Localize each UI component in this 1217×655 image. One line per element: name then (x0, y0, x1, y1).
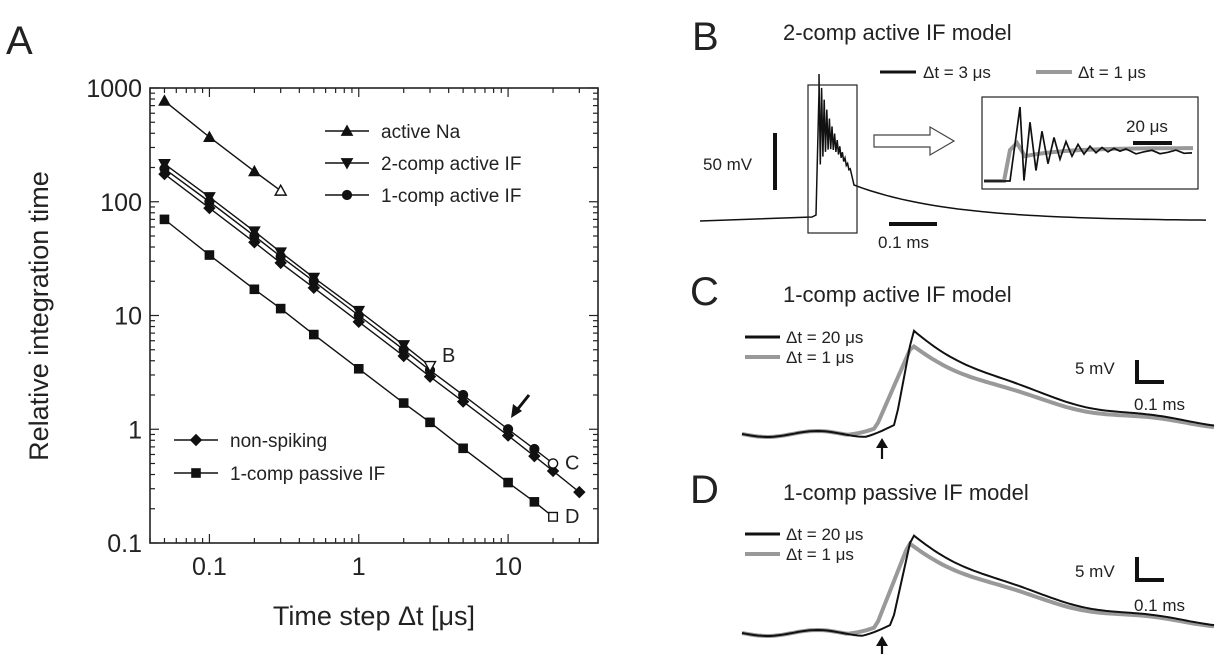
legend-marker (340, 124, 354, 136)
data-point (307, 281, 321, 295)
data-point (529, 497, 540, 507)
legend-label: 1-comp passive IF (230, 464, 385, 485)
y-tick-label: 10 (114, 303, 142, 331)
point-label-D: D (565, 506, 579, 528)
stimulus-arrow (876, 438, 888, 459)
legend-label-gray: Δt = 1 μs (786, 545, 854, 564)
panel-b-trace: 2-comp active IF model Δt = 3 μs Δt = 1 … (699, 20, 1207, 252)
voltage-scalebar-label: 5 mV (1075, 562, 1115, 581)
data-point (528, 449, 541, 463)
data-point (501, 429, 515, 442)
panel-letter-b: B (692, 15, 719, 59)
legend-label: non-spiking (230, 431, 327, 452)
point-label-B: B (442, 345, 455, 367)
scalebar-l (1135, 360, 1164, 384)
legend-label: active Na (381, 122, 461, 143)
zoom-box (807, 84, 858, 234)
panel-letter-c: C (690, 270, 719, 314)
legend-marker (341, 189, 353, 201)
data-point (275, 303, 286, 314)
voltage-trace-dark (741, 534, 1215, 637)
voltage-trace-b (699, 73, 1207, 222)
panel-c-title: 1-comp active IF model (783, 282, 1012, 307)
series-line-2 (164, 168, 554, 465)
open-data-point (547, 458, 559, 469)
data-point (249, 284, 260, 295)
x-axis-title: Time step Δt [μs] (273, 601, 475, 631)
open-data-point (423, 360, 437, 373)
series-line-3 (164, 173, 580, 493)
x-tick-label: 10 (494, 553, 522, 581)
point-label-C: C (565, 452, 579, 474)
y-tick-label: 0.1 (107, 530, 142, 558)
data-point (398, 398, 409, 408)
data-point (503, 477, 513, 488)
legend-label: 2-comp active IF (381, 154, 521, 175)
arrow-annotation (511, 394, 531, 418)
data-point (546, 464, 560, 478)
x-tick-label: 1 (352, 553, 366, 581)
legend-label: 1-comp active IF (381, 186, 521, 207)
data-point (573, 485, 586, 499)
data-point (248, 164, 261, 177)
data-point (456, 395, 470, 408)
legend-marker (191, 468, 201, 478)
y-tick-label: 1000 (86, 75, 142, 103)
data-point (203, 201, 216, 215)
open-data-point (548, 511, 559, 522)
zoom-arrow (873, 125, 956, 157)
voltage-scalebar-label: 50 mV (703, 155, 753, 174)
data-point (248, 236, 261, 249)
legend-label-dark: Δt = 20 μs (786, 525, 863, 544)
data-point (309, 329, 319, 340)
data-point (158, 167, 171, 181)
data-point (203, 130, 216, 143)
legend-label-dark: Δt = 20 μs (786, 328, 863, 347)
panel-a-loglog-plot: 0.1 1 10 0.1 1 10 100 1000 B C D Time step Δt [μs… (24, 75, 599, 631)
inset-time-scalebar-label: 20 μs (1126, 117, 1168, 136)
data-point (458, 443, 468, 454)
legend-label-gray: Δt = 1 μs (1078, 63, 1146, 82)
legend-marker (189, 433, 203, 447)
y-tick-label: 100 (100, 189, 142, 217)
time-scalebar-label: 0.1 ms (1134, 596, 1185, 615)
series-line-0 (164, 100, 282, 192)
scalebar-l (1135, 557, 1164, 582)
time-scalebar-label: 0.1 ms (1134, 395, 1185, 414)
y-tick-label: 1 (128, 416, 142, 444)
legend-label-gray: Δt = 1 μs (786, 348, 854, 367)
open-data-point (273, 183, 288, 196)
data-point (274, 256, 287, 270)
panel-b-title: 2-comp active IF model (783, 20, 1012, 45)
voltage-scalebar-label: 5 mV (1075, 359, 1115, 378)
data-point (425, 417, 435, 428)
data-point (397, 349, 410, 363)
stimulus-arrow (876, 636, 888, 654)
y-axis-title: Relative integration time (24, 171, 54, 461)
data-point (158, 94, 171, 106)
legend-label-dark: Δt = 3 μs (923, 63, 991, 82)
panel-d-trace: 1-comp passive IF model Δt = 20 μs Δt = … (741, 480, 1215, 654)
voltage-trace-dark (741, 329, 1215, 438)
panel-c-trace: 1-comp active IF model Δt = 20 μs Δt = 1… (741, 282, 1215, 459)
data-point (423, 370, 437, 383)
time-scalebar-label: 0.1 ms (878, 233, 929, 252)
data-point (353, 363, 364, 374)
panel-letter-d: D (690, 468, 719, 512)
x-tick-label: 0.1 (192, 553, 227, 581)
panel-letter-a: A (6, 19, 33, 63)
series-line-1 (164, 163, 431, 367)
data-point (352, 315, 365, 329)
panel-d-title: 1-comp passive IF model (783, 480, 1029, 505)
inset-trace-dark (984, 106, 1193, 182)
data-point (159, 214, 170, 225)
legend-marker (340, 158, 354, 170)
data-point (204, 250, 215, 260)
